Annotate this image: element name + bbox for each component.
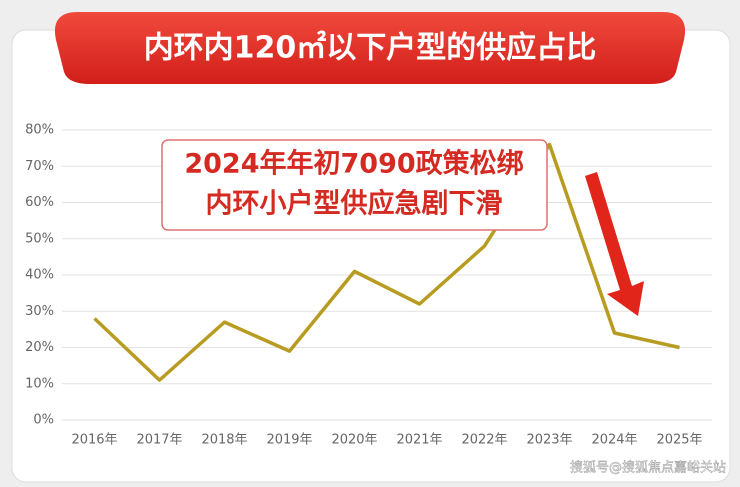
annotation-text: 2024年年初7090政策松绑 <box>184 148 523 180</box>
chart-title: 内环内120㎡以下户型的供应占比 <box>144 31 597 66</box>
y-tick-label: 60% <box>25 195 54 210</box>
y-tick-label: 10% <box>25 376 54 391</box>
watermark: 搜狐号@搜狐焦点嘉峪关站 <box>570 461 726 476</box>
plot: 0% 10% 20% 30% 40% 50% 60% 70% 80% 2016年 2017年 2018… <box>25 123 712 448</box>
y-tick-label: 80% <box>25 123 54 138</box>
annotation-text: 内环小户型供应急剧下滑 <box>206 188 503 220</box>
y-tick-label: 30% <box>25 304 54 319</box>
y-tick-label: 0% <box>33 413 54 428</box>
x-tick-label: 2023年 <box>526 433 572 448</box>
x-tick-label: 2017年 <box>136 433 182 448</box>
x-tick-label: 2021年 <box>396 433 442 448</box>
x-tick-label: 2022年 <box>461 433 507 448</box>
y-tick-label: 50% <box>25 231 54 246</box>
arrow <box>585 172 644 316</box>
annotation-box <box>161 139 548 231</box>
x-tick-label: 2016年 <box>71 433 117 448</box>
x-tick-label: 2019年 <box>266 433 312 448</box>
y-tick-label: 40% <box>25 268 54 283</box>
x-tick-label: 2018年 <box>201 433 247 448</box>
line <box>93 142 680 382</box>
y-tick-label: 20% <box>25 340 54 355</box>
x-tick-label: 2020年 <box>331 433 377 448</box>
x-tick-label: 2024年 <box>591 433 637 448</box>
x-tick-label: 2025年 <box>656 433 702 448</box>
title-banner <box>54 12 686 84</box>
y-tick-label: 70% <box>25 159 54 174</box>
